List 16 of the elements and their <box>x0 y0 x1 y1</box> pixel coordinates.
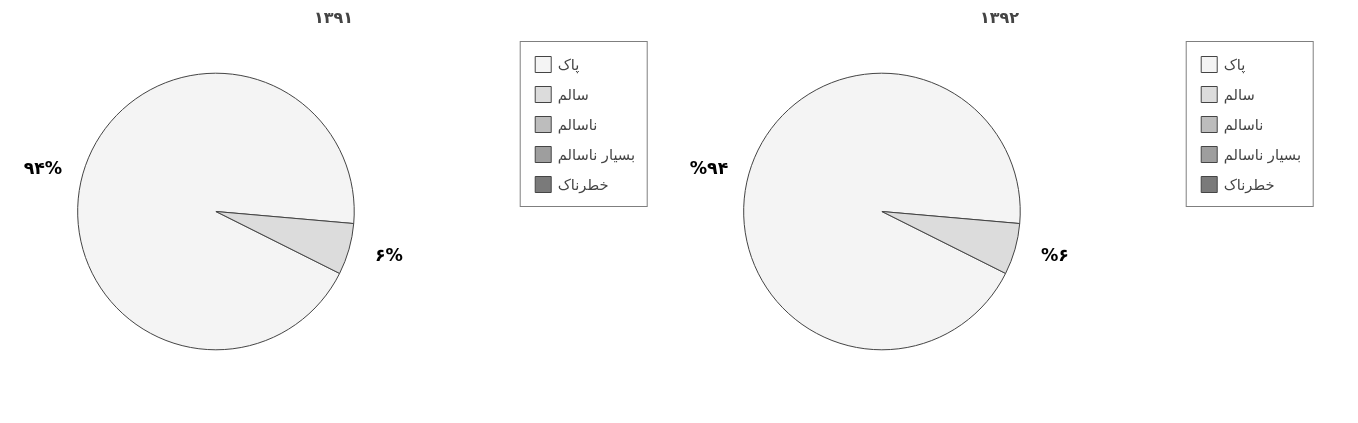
legend-label: سالم <box>557 85 589 103</box>
chart-title: ۱۳۹۱ <box>313 7 354 27</box>
legend-label: پاک <box>1223 55 1246 73</box>
chart-title: ۱۳۹۲ <box>979 7 1020 27</box>
data-label: ۶% <box>374 244 403 265</box>
legend-label: خطرناک <box>557 175 609 193</box>
legend-label: پاک <box>557 55 580 73</box>
legend-label: ناسالم <box>557 115 598 133</box>
legend-label: سالم <box>1223 85 1255 103</box>
data-label: %۹۴ <box>689 158 729 179</box>
data-label: %۶ <box>1040 244 1069 265</box>
legend-label: بسیار ناسالم <box>1223 145 1301 163</box>
data-label: ۹۴% <box>23 158 63 179</box>
legend-label: بسیار ناسالم <box>557 145 635 163</box>
legend-label: ناسالم <box>1223 115 1264 133</box>
legend-label: خطرناک <box>1223 175 1275 193</box>
